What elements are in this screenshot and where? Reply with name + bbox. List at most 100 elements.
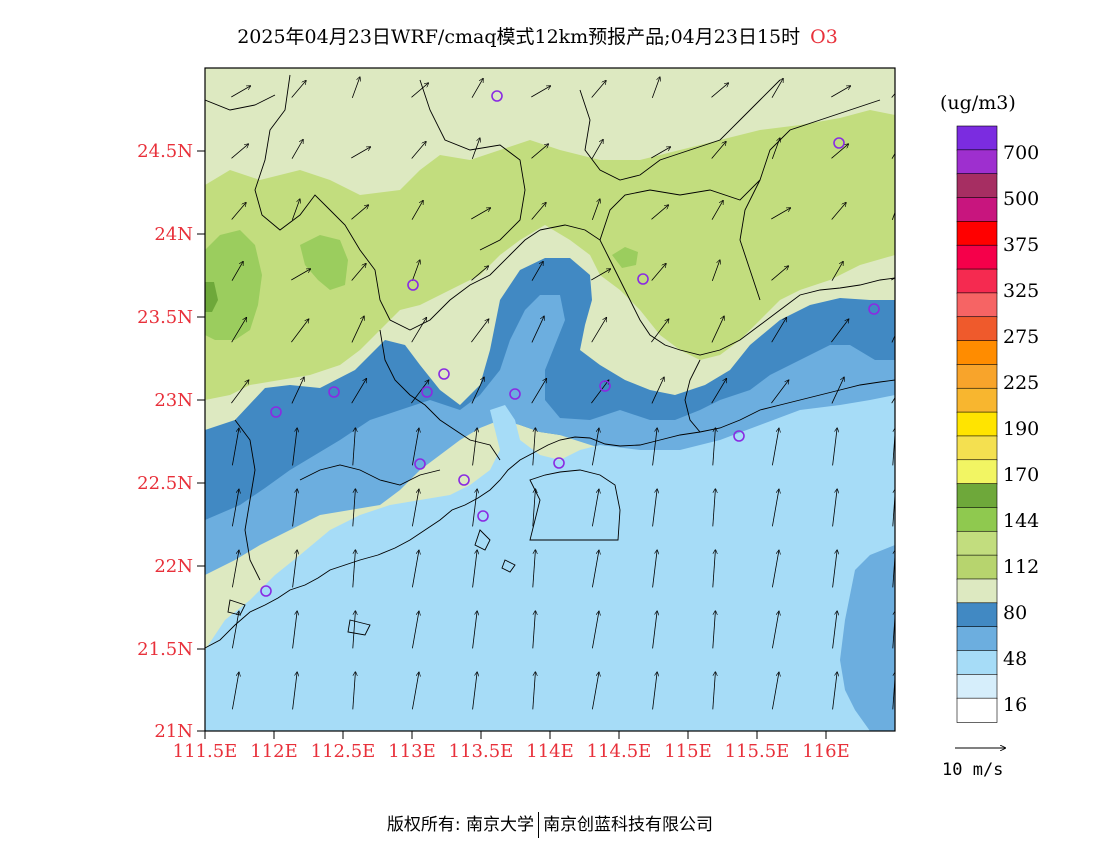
colorbar-swatch	[956, 364, 998, 390]
wind-arrow	[472, 489, 478, 527]
shenzhen-boundary	[529, 469, 621, 541]
wind-arrow	[831, 262, 843, 281]
wind-arrow	[832, 611, 838, 649]
wind-arrow	[652, 550, 658, 588]
wind-arrow	[591, 318, 607, 343]
wind-arrow	[411, 201, 423, 220]
legend-label-48: 48	[1003, 648, 1027, 670]
footer-separator	[538, 812, 540, 838]
wind-arrow	[711, 316, 724, 343]
colorbar-swatch	[956, 483, 998, 509]
wind-arrow	[711, 142, 726, 159]
wind-arrow	[772, 429, 779, 466]
wind-arrow	[531, 144, 549, 159]
wind-arrow	[532, 672, 536, 710]
station-marker	[270, 406, 282, 418]
wind-arrow	[291, 377, 304, 404]
lat-label-1: 21.5N	[137, 639, 193, 660]
field-mid-blue-southeast	[840, 545, 895, 731]
concentration-field	[205, 68, 895, 731]
colorbar	[956, 125, 998, 723]
wind-arrow	[291, 81, 306, 98]
wind-arrow	[711, 201, 723, 220]
lon-label-9: 116E	[802, 741, 850, 762]
legend-unit: (ug/m3)	[940, 92, 1016, 114]
wind-arrow	[592, 429, 599, 466]
colorbar-swatch	[956, 316, 998, 342]
station-marker	[868, 303, 880, 315]
wind-arrow	[651, 77, 660, 99]
wind-arrow	[412, 490, 419, 527]
wind-arrow	[651, 264, 666, 281]
colorbar-swatch	[956, 387, 998, 413]
lon-label-4: 113.5E	[449, 741, 514, 762]
station-marker	[599, 380, 611, 392]
wind-arrow	[712, 550, 716, 588]
wind-arrow	[592, 551, 599, 588]
monitoring-stations	[260, 90, 880, 597]
wind-arrow	[591, 380, 608, 404]
wind-arrow	[351, 147, 370, 159]
colorbar-swatch	[956, 554, 998, 580]
wind-arrow	[771, 318, 787, 343]
wind-arrow	[891, 334, 895, 343]
wind-arrow	[471, 138, 480, 160]
wind-arrow	[591, 140, 603, 159]
wind-arrow	[531, 316, 544, 343]
wind-arrow	[772, 612, 779, 649]
wind-arrow	[411, 83, 429, 98]
wind-arrow	[891, 92, 895, 98]
lat-label-7: 24.5N	[137, 141, 193, 162]
lon-label-6: 114.5E	[587, 741, 652, 762]
wind-arrow	[412, 551, 419, 588]
admin-boundary-3	[419, 79, 526, 251]
wind-arrow	[772, 673, 779, 710]
colorbar-swatch	[956, 125, 998, 151]
station-marker	[491, 90, 503, 102]
wind-arrow	[832, 550, 838, 588]
boundaries	[205, 74, 895, 649]
wind-arrow	[591, 81, 606, 98]
wind-arrow	[831, 86, 850, 98]
legend-label-170: 170	[1003, 464, 1039, 486]
wind-arrow	[831, 319, 848, 343]
lon-label-8: 115.5E	[725, 741, 790, 762]
legend-label-375: 375	[1003, 234, 1039, 256]
wind-vectors	[231, 77, 895, 710]
admin-boundary-5	[579, 79, 781, 181]
island-2	[501, 559, 516, 573]
station-marker	[553, 457, 565, 469]
colorbar-swatch	[956, 340, 998, 366]
wind-arrow	[412, 429, 419, 466]
legend-label-500: 500	[1003, 188, 1039, 210]
field-pale-blue-south	[205, 395, 895, 731]
island-4	[347, 619, 371, 636]
wind-arrow	[772, 490, 779, 527]
wind-arrow	[652, 672, 658, 710]
wind-arrow	[471, 377, 484, 404]
wind-arrow	[651, 205, 669, 220]
wind-arrow	[351, 264, 366, 281]
wind-arrow	[532, 428, 536, 466]
colorbar-swatch	[956, 268, 998, 294]
station-marker	[414, 458, 426, 470]
wind-arrow	[352, 550, 356, 588]
wind-arrow	[771, 266, 789, 281]
lon-label-0: 111.5E	[173, 741, 238, 762]
legend-label-80: 80	[1003, 602, 1027, 624]
admin-boundary-9	[684, 359, 701, 433]
wind-arrow	[531, 86, 550, 98]
wind-arrow	[291, 140, 303, 159]
wind-arrow	[352, 428, 356, 466]
colorbar-swatch	[956, 602, 998, 628]
title-text: 2025年04月23日WRF/cmaq模式12km预报产品;04月23日15时	[237, 26, 801, 48]
colorbar-swatch	[956, 650, 998, 676]
wind-arrow	[711, 379, 727, 404]
legend-label-325: 325	[1003, 280, 1039, 302]
field-darker-green-edge	[205, 282, 218, 312]
field-green-north-inner	[612, 247, 638, 268]
wind-arrow	[292, 550, 298, 588]
wind-arrow	[832, 672, 838, 710]
wind-arrow	[712, 672, 716, 710]
wind-arrow	[351, 379, 367, 404]
